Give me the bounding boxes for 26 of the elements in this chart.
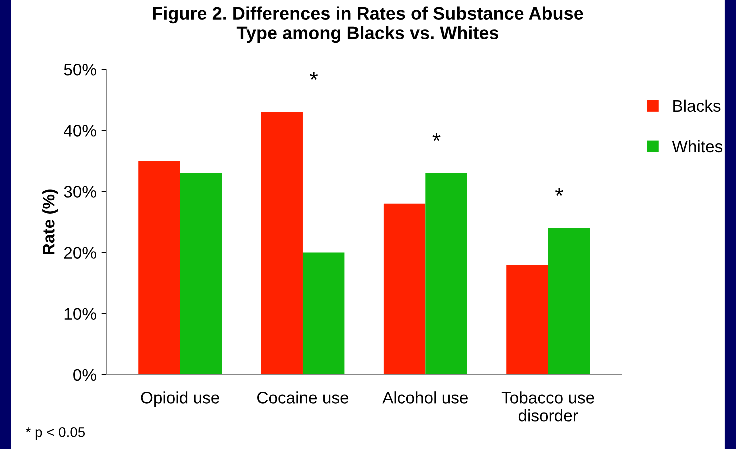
x-tick-label: Cocaine use bbox=[258, 392, 349, 404]
bar bbox=[548, 228, 590, 375]
x-tick-label: Opioid use bbox=[141, 392, 220, 408]
y-axis-title: Rate (%) bbox=[42, 190, 58, 254]
x-tick-label: Tobacco use disorder bbox=[502, 392, 594, 422]
legend-label: Whites bbox=[672, 140, 723, 153]
y-tick-label: 30% bbox=[64, 186, 96, 198]
bar bbox=[506, 265, 548, 375]
bar bbox=[180, 173, 222, 375]
chart-title: Figure 2. Differences in Rates of Substance Abuse Type among Blacks vs. Whites bbox=[153, 6, 584, 44]
y-tick-label: 50% bbox=[64, 64, 96, 76]
annotation: * bbox=[555, 188, 564, 196]
x-tick-label: Alcohol use bbox=[382, 392, 468, 404]
bar bbox=[426, 173, 468, 375]
y-tick-label: 10% bbox=[64, 308, 96, 320]
bar bbox=[384, 204, 426, 375]
y-tick-label: 40% bbox=[64, 125, 96, 137]
legend-label: Blacks bbox=[674, 100, 721, 112]
annotation: * bbox=[432, 133, 441, 142]
bar bbox=[302, 252, 345, 375]
y-tick-label: 0% bbox=[74, 369, 96, 382]
bar bbox=[261, 112, 303, 375]
text: * p < 0.05 bbox=[26, 427, 86, 440]
bar bbox=[138, 161, 180, 375]
y-tick-label: 20% bbox=[64, 247, 96, 259]
annotation: * bbox=[310, 72, 318, 80]
